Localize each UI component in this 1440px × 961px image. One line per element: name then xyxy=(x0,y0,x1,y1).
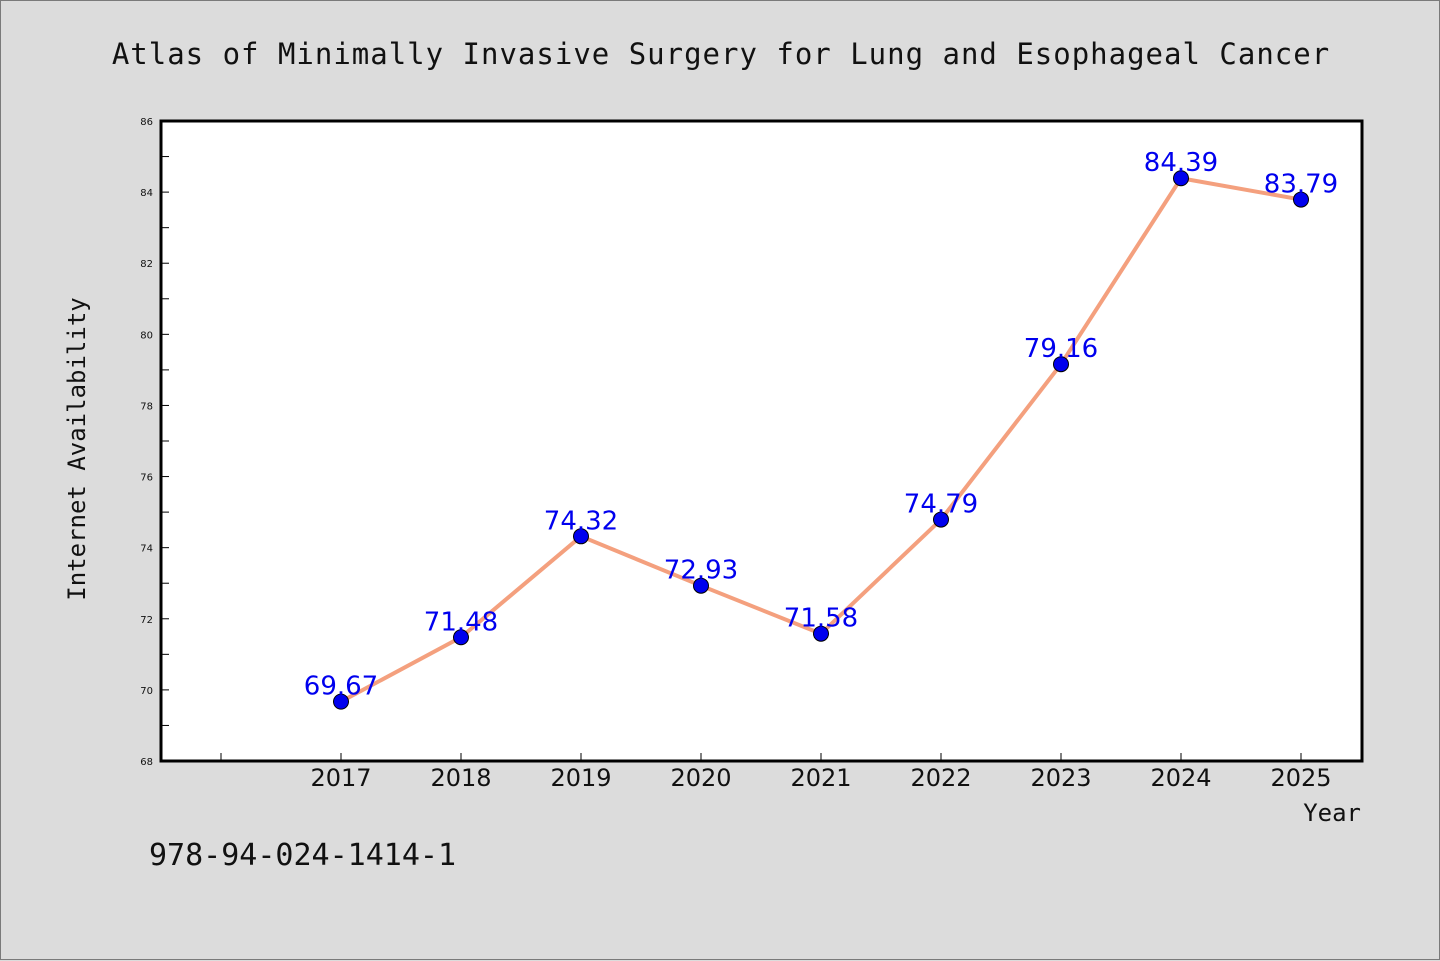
x-tick-label: 2017 xyxy=(310,764,371,792)
data-label: 79.16 xyxy=(1024,334,1098,364)
data-label: 74.79 xyxy=(904,490,978,520)
y-tick-label: 68 xyxy=(140,757,153,768)
y-tick-label: 78 xyxy=(140,401,153,412)
y-tick-label: 70 xyxy=(140,686,153,697)
data-point xyxy=(693,577,709,594)
plot-area xyxy=(159,119,1364,763)
x-tick-label: 2024 xyxy=(1150,764,1211,792)
x-tick-label: 2020 xyxy=(670,764,731,792)
y-tick-label: 84 xyxy=(140,188,153,199)
data-point xyxy=(1293,191,1309,208)
isbn-label: 978-94-024-1414-1 xyxy=(149,838,456,873)
data-point xyxy=(573,528,589,545)
y-tick-label: 76 xyxy=(140,473,153,484)
y-axis-label: Internet Availability xyxy=(63,297,91,600)
data-point xyxy=(1053,356,1069,373)
chart-title: Atlas of Minimally Invasive Surgery for … xyxy=(112,37,1330,71)
data-label: 71.58 xyxy=(784,604,858,634)
data-point xyxy=(933,511,949,528)
data-series: 69.67 71.48 74.32 72.93 71.58 74.79 79.16 84.39… xyxy=(304,148,1338,710)
data-point xyxy=(333,693,349,710)
data-label: 83.79 xyxy=(1264,170,1338,200)
data-point xyxy=(1173,170,1189,187)
data-label: 72.93 xyxy=(664,556,738,586)
data-label: 84.39 xyxy=(1144,148,1218,178)
data-point xyxy=(453,629,469,646)
x-tick-label: 2022 xyxy=(910,764,971,792)
x-tick-label: 2021 xyxy=(790,764,851,792)
x-axis-label: Year xyxy=(1303,799,1361,827)
y-tick-label: 72 xyxy=(140,615,153,626)
y-tick-label: 80 xyxy=(140,330,153,341)
x-tick-label: 2019 xyxy=(550,764,611,792)
data-label: 74.32 xyxy=(544,506,618,536)
y-tick-label: 74 xyxy=(140,544,153,555)
x-tick-label: 2023 xyxy=(1030,764,1091,792)
x-axis: 2017 2018 2019 2020 2021 2022 2023 2024 2025 xyxy=(220,753,1332,792)
y-axis: 68 70 72 74 76 78 80 82 84 86 xyxy=(140,117,169,768)
y-tick-label: 82 xyxy=(140,259,153,270)
data-point xyxy=(813,625,829,642)
x-tick-label: 2025 xyxy=(1270,764,1331,792)
y-tick-label: 86 xyxy=(140,117,153,128)
x-tick-label: 2018 xyxy=(430,764,491,792)
data-label: 71.48 xyxy=(424,607,498,637)
data-label: 69.67 xyxy=(304,672,378,702)
